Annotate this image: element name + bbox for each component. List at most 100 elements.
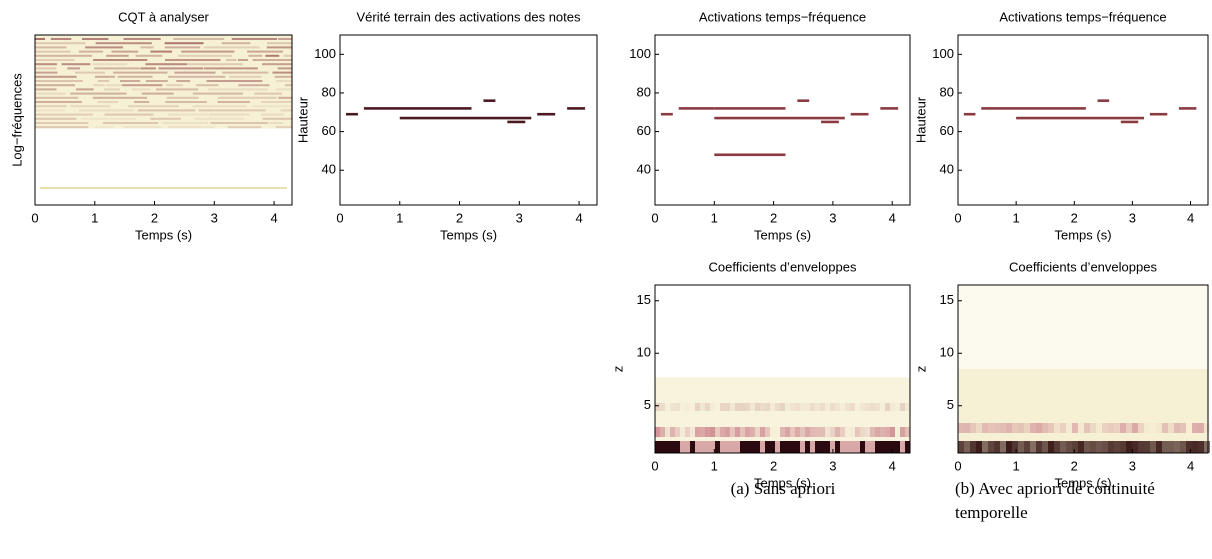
texture bbox=[895, 441, 900, 453]
x-tick-label: 3 bbox=[829, 458, 836, 473]
texture bbox=[141, 46, 154, 48]
note bbox=[1121, 121, 1138, 124]
plot-area bbox=[340, 35, 597, 205]
texture bbox=[193, 93, 243, 95]
texture bbox=[958, 285, 1208, 369]
texture bbox=[1174, 423, 1180, 433]
texture bbox=[835, 427, 840, 437]
texture bbox=[905, 403, 910, 411]
texture bbox=[1108, 423, 1114, 433]
texture bbox=[229, 76, 261, 78]
texture bbox=[105, 114, 154, 116]
texture bbox=[750, 441, 755, 453]
texture bbox=[670, 441, 675, 453]
texture bbox=[150, 118, 180, 120]
note bbox=[714, 117, 844, 120]
texture bbox=[62, 63, 91, 65]
texture bbox=[76, 88, 94, 90]
texture bbox=[715, 427, 720, 437]
texture bbox=[730, 441, 735, 453]
texture bbox=[35, 72, 57, 74]
note bbox=[679, 107, 715, 110]
texture bbox=[253, 59, 292, 61]
note bbox=[1179, 107, 1196, 110]
texture bbox=[1156, 423, 1162, 433]
texture bbox=[1060, 441, 1066, 453]
texture bbox=[795, 441, 800, 453]
x-tick-label: 0 bbox=[651, 458, 658, 473]
x-axis-label: Temps (s) bbox=[1054, 227, 1111, 242]
texture bbox=[269, 122, 283, 124]
texture bbox=[95, 76, 115, 78]
texture bbox=[124, 38, 161, 40]
texture bbox=[855, 427, 860, 437]
texture bbox=[1120, 423, 1126, 433]
texture bbox=[67, 67, 80, 69]
texture bbox=[695, 427, 700, 437]
texture bbox=[715, 441, 720, 453]
texture bbox=[247, 51, 283, 53]
texture bbox=[780, 427, 785, 437]
texture bbox=[860, 403, 865, 411]
texture bbox=[228, 126, 261, 128]
texture bbox=[265, 55, 279, 57]
texture bbox=[675, 441, 680, 453]
note bbox=[1150, 113, 1167, 116]
texture bbox=[845, 403, 850, 411]
texture bbox=[285, 84, 292, 86]
texture bbox=[685, 403, 690, 411]
texture bbox=[655, 441, 660, 453]
texture bbox=[685, 441, 690, 453]
texture bbox=[1144, 441, 1150, 453]
texture bbox=[735, 427, 740, 437]
texture bbox=[168, 126, 202, 128]
texture bbox=[815, 441, 820, 453]
texture bbox=[1048, 423, 1054, 433]
texture bbox=[988, 423, 994, 433]
texture bbox=[680, 427, 685, 437]
texture bbox=[740, 403, 745, 411]
texture bbox=[284, 55, 292, 57]
texture bbox=[1084, 423, 1090, 433]
texture bbox=[755, 441, 760, 453]
texture bbox=[870, 427, 875, 437]
texture bbox=[222, 42, 251, 44]
texture bbox=[35, 88, 57, 90]
texture bbox=[900, 441, 905, 453]
y-axis-label: Hauteur bbox=[295, 96, 310, 143]
y-tick-label: 40 bbox=[940, 162, 954, 177]
x-tick-label: 2 bbox=[151, 210, 158, 225]
x-tick-label: 1 bbox=[711, 458, 718, 473]
texture bbox=[895, 403, 900, 411]
texture bbox=[122, 84, 162, 86]
note bbox=[851, 113, 869, 116]
texture bbox=[700, 403, 705, 411]
texture bbox=[865, 441, 870, 453]
texture bbox=[1018, 441, 1024, 453]
texture bbox=[720, 441, 725, 453]
texture bbox=[82, 38, 108, 40]
texture bbox=[964, 423, 970, 433]
texture bbox=[815, 427, 820, 437]
texture bbox=[800, 441, 805, 453]
texture bbox=[1036, 441, 1042, 453]
texture bbox=[735, 441, 740, 453]
texture bbox=[660, 403, 665, 411]
texture bbox=[665, 427, 670, 437]
texture bbox=[815, 403, 820, 411]
texture bbox=[890, 403, 895, 411]
texture bbox=[800, 403, 805, 411]
texture bbox=[1024, 441, 1030, 453]
texture bbox=[1054, 423, 1060, 433]
texture bbox=[35, 126, 88, 128]
texture bbox=[138, 109, 195, 111]
x-tick-label: 0 bbox=[31, 210, 38, 225]
texture bbox=[745, 441, 750, 453]
texture bbox=[982, 441, 988, 453]
texture bbox=[188, 63, 243, 65]
texture bbox=[276, 88, 292, 90]
texture bbox=[1192, 441, 1198, 453]
texture bbox=[120, 80, 140, 82]
texture bbox=[159, 67, 203, 69]
x-tick-label: 0 bbox=[954, 210, 961, 225]
